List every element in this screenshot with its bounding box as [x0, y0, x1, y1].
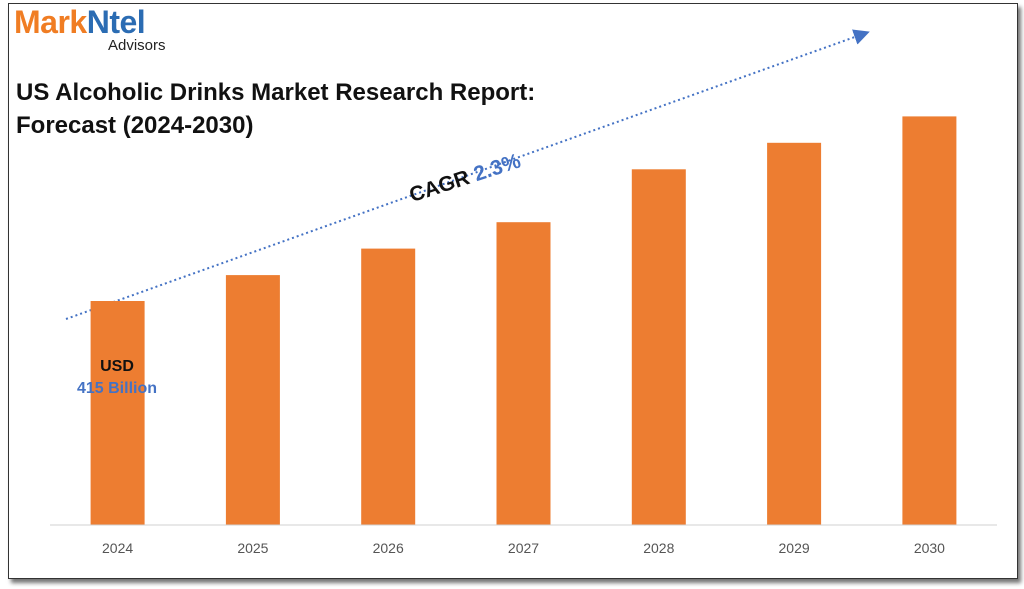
- marknel-logo: MarkNtel Advisors: [12, 4, 182, 58]
- annotation-unit: USD: [100, 358, 134, 375]
- x-tick-2024: 2024: [102, 540, 133, 556]
- bar-2024: [90, 301, 145, 525]
- cagr-trend-arrow: [65, 29, 870, 320]
- x-tick-2027: 2027: [508, 540, 539, 556]
- logo-subtitle: Advisors: [108, 37, 166, 54]
- x-tick-2028: 2028: [643, 540, 674, 556]
- bar-2028: [631, 169, 686, 526]
- x-tick-2026: 2026: [373, 540, 404, 556]
- logo-text-mark: Mark: [14, 4, 87, 40]
- logo-text-ntel: Ntel: [86, 4, 146, 40]
- chart-title-line1: US Alcoholic Drinks Market Research Repo…: [16, 79, 536, 106]
- x-tick-2025: 2025: [237, 540, 268, 556]
- x-tick-2029: 2029: [779, 540, 810, 556]
- bar-2030: [902, 116, 957, 526]
- x-tick-2030: 2030: [914, 540, 945, 556]
- chart-title-line2: Forecast (2024-2030): [16, 112, 254, 139]
- annotation-value: 415 Billion: [76, 380, 158, 397]
- first-bar-annotation: USD 415 Billion: [70, 356, 164, 400]
- bar-2025: [225, 275, 280, 525]
- logo-wordmark: MarkNtel: [14, 4, 146, 40]
- bar-2029: [767, 142, 822, 526]
- bar-2026: [361, 248, 416, 525]
- bar-2027: [496, 222, 551, 525]
- chart-title: US Alcoholic Drinks Market Research Repo…: [16, 76, 535, 142]
